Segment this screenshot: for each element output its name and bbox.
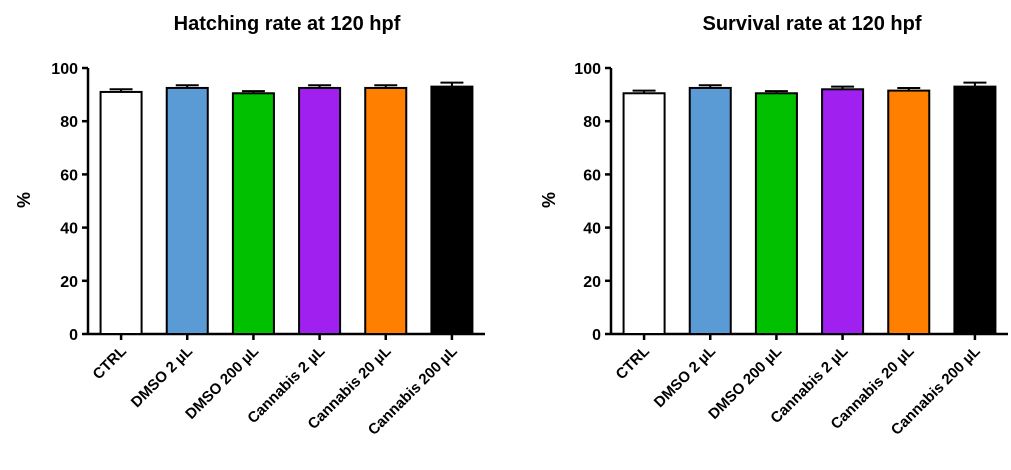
bar-1 bbox=[99, 90, 143, 335]
y-tick-label: 100 bbox=[574, 61, 601, 78]
y-tick-label: 0 bbox=[69, 327, 78, 344]
y-tick-label: 100 bbox=[51, 61, 78, 78]
y-tick-label: 40 bbox=[583, 221, 601, 238]
y-tick-label: 20 bbox=[60, 274, 78, 291]
y-axis-label: % bbox=[539, 192, 559, 208]
bar-1 bbox=[622, 92, 666, 335]
y-tick-label: 80 bbox=[60, 114, 78, 131]
survival-rate-chart: Survival rate at 120 hpf % 0 20 40 60 80 100 C… bbox=[539, 13, 1008, 439]
x-tick-label: CTRL bbox=[613, 343, 653, 383]
bar-2 bbox=[165, 86, 209, 335]
x-tick-label: CTRL bbox=[90, 343, 130, 383]
y-tick-label: 60 bbox=[583, 167, 601, 184]
bar-5 bbox=[887, 89, 931, 335]
bar-4 bbox=[821, 88, 865, 335]
bar-6 bbox=[953, 85, 997, 336]
y-axis-label: % bbox=[14, 192, 34, 208]
y-tick-label: 60 bbox=[60, 167, 78, 184]
y-tick-label: 0 bbox=[592, 327, 601, 344]
bar-4 bbox=[298, 86, 342, 335]
y-tick-label: 80 bbox=[583, 114, 601, 131]
x-tick-label: DMSO 2 µL bbox=[128, 343, 196, 411]
x-tick-label: DMSO 2 µL bbox=[651, 343, 719, 411]
hatching-rate-chart: Hatching rate at 120 hpf % 0 20 40 60 80 100 C… bbox=[14, 13, 485, 439]
bar-2 bbox=[688, 86, 732, 335]
chart-title: Hatching rate at 120 hpf bbox=[174, 13, 401, 35]
bar-5 bbox=[364, 86, 408, 335]
y-tick-label: 40 bbox=[60, 221, 78, 238]
bar-3 bbox=[231, 92, 275, 335]
y-tick-label: 20 bbox=[583, 274, 601, 291]
chart-title: Survival rate at 120 hpf bbox=[703, 13, 922, 35]
bar-6 bbox=[430, 85, 474, 336]
bar-3 bbox=[754, 92, 798, 335]
